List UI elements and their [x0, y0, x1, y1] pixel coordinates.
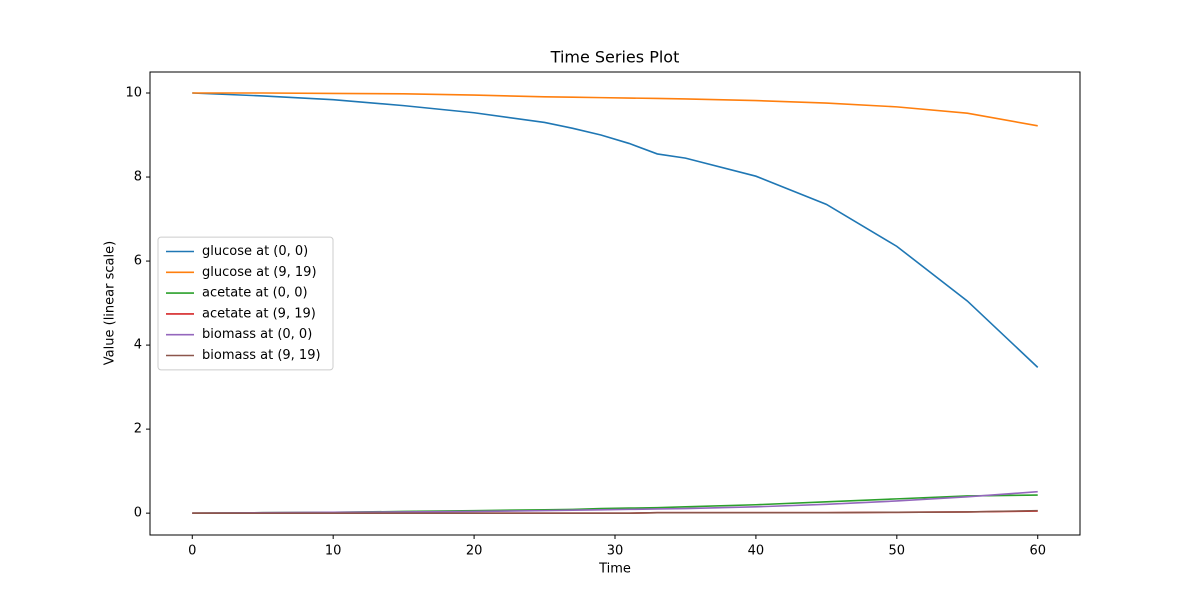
x-tick-label: 30 [607, 544, 624, 559]
y-tick-label: 4 [134, 338, 142, 353]
x-tick-label: 0 [188, 544, 196, 559]
y-axis-label: Value (linear scale) [103, 241, 118, 365]
y-tick-label: 8 [134, 170, 142, 185]
x-tick-label: 60 [1029, 544, 1046, 559]
legend-box [157, 236, 334, 371]
legend-label: biomass at (9, 19) [202, 348, 321, 363]
x-tick-label: 10 [325, 544, 342, 559]
series-line [192, 494, 1038, 514]
y-tick-label: 6 [134, 254, 142, 269]
legend-label: glucose at (9, 19) [202, 265, 317, 280]
series-line [192, 490, 1038, 514]
x-tick-label: 20 [466, 544, 483, 559]
series-line [192, 92, 1038, 127]
legend-label: acetate at (0, 0) [202, 286, 308, 301]
x-tick-label: 50 [889, 544, 906, 559]
x-axis-label: Time [598, 562, 631, 577]
legend-label: acetate at (9, 19) [202, 306, 316, 321]
chart-title: Time Series Plot [550, 48, 680, 67]
y-tick-label: 2 [134, 422, 142, 437]
y-tick-label: 0 [134, 506, 142, 521]
legend-label: glucose at (0, 0) [202, 244, 308, 259]
x-tick-label: 40 [748, 544, 765, 559]
legend-label: biomass at (0, 0) [202, 327, 312, 342]
series-line [192, 509, 1038, 514]
plot-frame [149, 71, 1081, 536]
y-tick-label: 10 [125, 86, 142, 101]
series-line [192, 92, 1039, 368]
